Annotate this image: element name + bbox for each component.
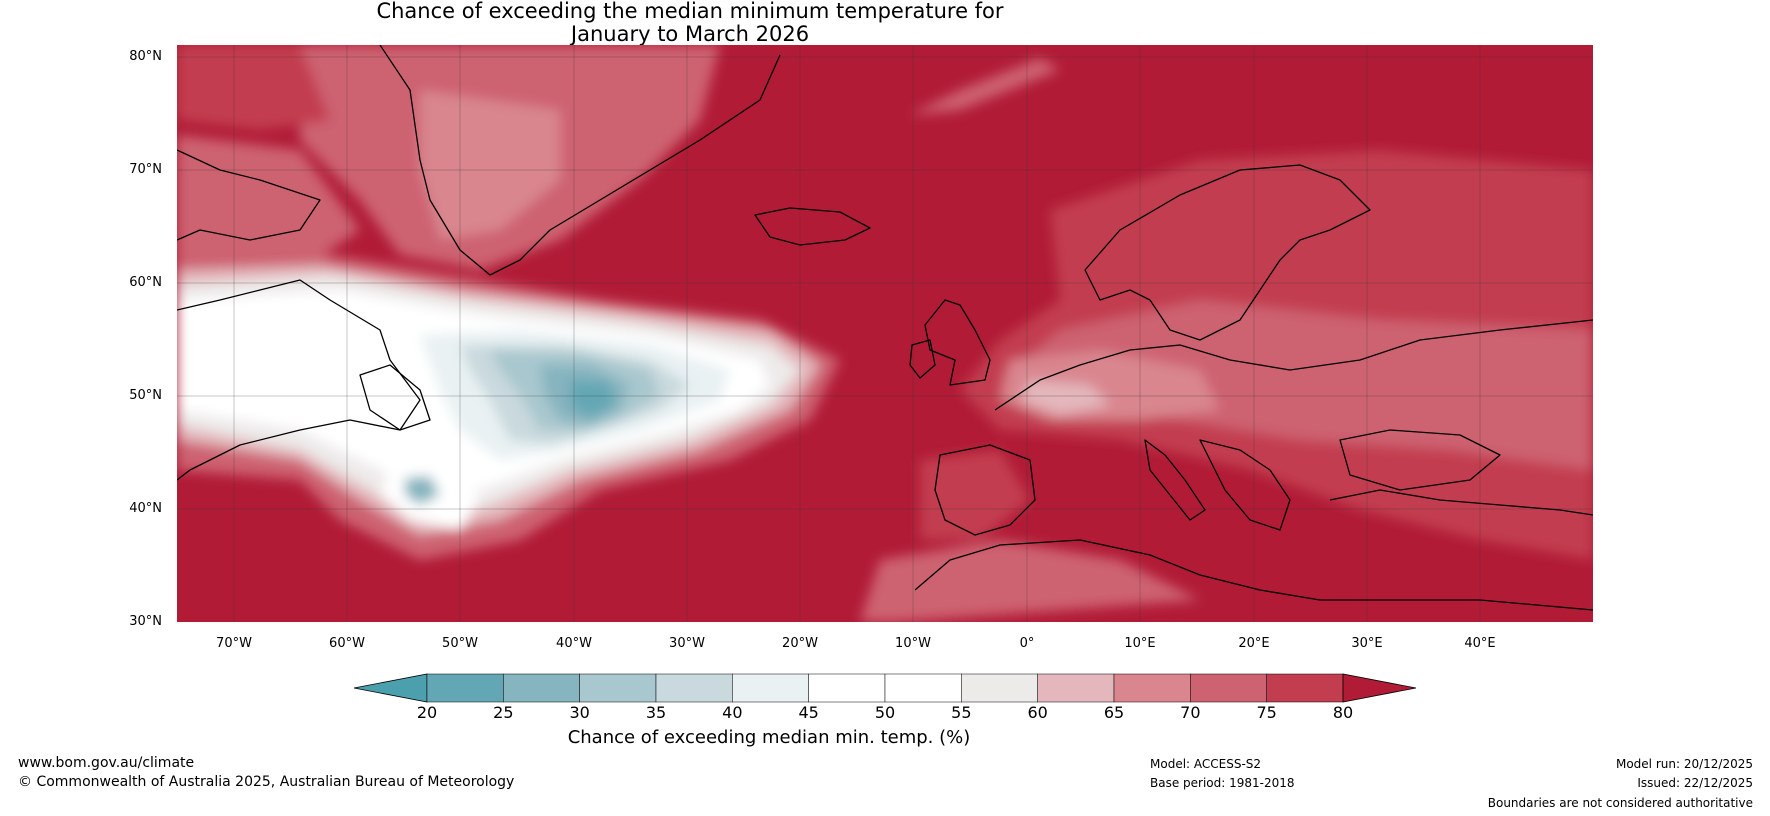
- colorbar-tick-label: 60: [1027, 703, 1048, 722]
- region-sw-patch-inner: [405, 476, 440, 505]
- colorbar-tick-label: 40: [722, 703, 743, 722]
- colorbar-tick-label: 80: [1332, 703, 1354, 722]
- footer-base-period: Base period: 1981-2018: [1150, 776, 1295, 790]
- probability-shading: [177, 45, 1593, 622]
- lon-label-30w: 30°W: [669, 636, 705, 651]
- colorbar-tick-label: 65: [1103, 703, 1125, 722]
- footer-copyright: © Commonwealth of Australia 2025, Austra…: [18, 774, 515, 790]
- colorbar-tick-label: 70: [1180, 703, 1201, 722]
- lon-label-40e: 40°E: [1464, 636, 1496, 651]
- colorbar-tick-label: 35: [645, 703, 667, 722]
- colorbar-tick-label: 25: [493, 703, 514, 722]
- lat-label-30n: 30°N: [129, 614, 162, 629]
- footer-model: Model: ACCESS-S2: [1150, 757, 1262, 771]
- lon-label-60w: 60°W: [329, 636, 365, 651]
- region-arctic-streak: [910, 58, 1060, 115]
- title-line-1: Chance of exceeding the median minimum t…: [376, 0, 1004, 23]
- region-north-africa: [860, 540, 1200, 622]
- colorbar-tick-label: 50: [874, 703, 896, 722]
- colorbar-label: Chance of exceeding median min. temp. (%…: [567, 727, 971, 748]
- coast-iceland: [754, 207, 871, 246]
- footer-boundaries-note: Boundaries are not considered authoritat…: [1487, 796, 1753, 810]
- region-atlantic-teal-5: [570, 380, 615, 418]
- coast-labrador: [177, 279, 421, 481]
- lat-label-60n: 60°N: [129, 275, 162, 290]
- lon-label-20w: 20°W: [782, 636, 818, 651]
- chart-title: Chance of exceeding the median minimum t…: [0, 0, 1620, 46]
- title-line-2: January to March 2026: [570, 22, 810, 46]
- lon-label-10e: 10°E: [1124, 636, 1156, 651]
- colorbar-tick-label: 20: [416, 703, 438, 722]
- lat-label-70n: 70°N: [129, 162, 162, 177]
- lon-label-10w: 10°W: [895, 636, 931, 651]
- footer-url[interactable]: www.bom.gov.au/climate: [18, 755, 195, 771]
- coast-greenland: [379, 45, 781, 276]
- coastlines: [177, 45, 1593, 611]
- region-europe-low: [1000, 300, 1593, 470]
- coast-north-africa: [914, 539, 1593, 611]
- coast-iberia: [934, 444, 1036, 536]
- lon-label-70w: 70°W: [216, 636, 252, 651]
- lon-label-30e: 30°E: [1351, 636, 1383, 651]
- region-greenland-low: [420, 90, 560, 240]
- coast-continental-europe: [994, 319, 1593, 411]
- footer-model-run: Model run: 20/12/2025: [1615, 757, 1753, 771]
- region-iberia: [920, 450, 1030, 540]
- footer-issued: Issued: 22/12/2025: [1637, 776, 1753, 790]
- region-france: [1020, 380, 1110, 415]
- colorbar-tick-label: 45: [798, 703, 819, 722]
- lat-label-40n: 40°N: [129, 501, 162, 516]
- lat-label-80n: 80°N: [129, 49, 162, 64]
- region-greenland-high: [177, 45, 330, 130]
- coast-baffin: [177, 149, 321, 241]
- coast-turkey: [1329, 489, 1593, 516]
- graticule: [177, 45, 1593, 622]
- coast-balkans: [1199, 439, 1291, 531]
- lon-label-40w: 40°W: [556, 636, 592, 651]
- lon-label-20e: 20°E: [1238, 636, 1270, 651]
- coast-black-sea: [1339, 429, 1501, 491]
- coast-ireland: [909, 339, 936, 379]
- lon-label-0: 0°: [1019, 636, 1035, 651]
- coast-britain: [924, 299, 991, 386]
- map-field: [177, 45, 1593, 622]
- coast-newfoundland: [359, 364, 431, 431]
- colorbar-tick-label: 30: [569, 703, 590, 722]
- lat-label-50n: 50°N: [129, 388, 162, 403]
- lon-label-50w: 50°W: [442, 636, 478, 651]
- colorbar-tick-label: 75: [1256, 703, 1277, 722]
- colorbar-tick-label: 55: [951, 703, 972, 722]
- coast-scandinavia: [1084, 164, 1371, 341]
- coast-italy: [1144, 439, 1206, 521]
